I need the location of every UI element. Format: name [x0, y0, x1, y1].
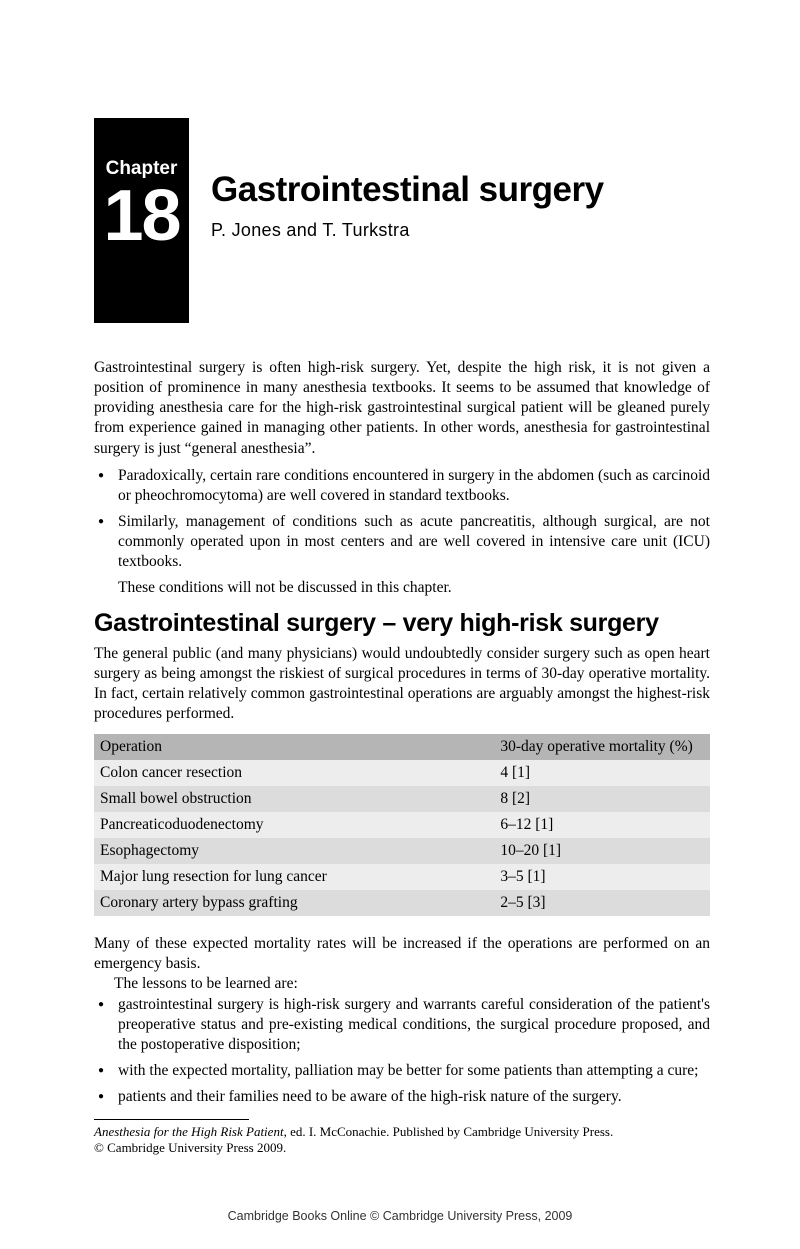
chapter-title-block: Gastrointestinal surgery P. Jones and T.…: [189, 118, 604, 241]
footnote-copyright: © Cambridge University Press 2009.: [94, 1140, 286, 1155]
table-cell: 2–5 [3]: [494, 890, 710, 916]
table-cell: 6–12 [1]: [494, 812, 710, 838]
footnote: Anesthesia for the High Risk Patient, ed…: [94, 1124, 710, 1157]
table-cell: Small bowel obstruction: [94, 786, 494, 812]
table-header-row: Operation 30-day operative mortality (%): [94, 734, 710, 760]
chapter-authors: P. Jones and T. Turkstra: [211, 220, 604, 241]
intro-bullet-list: Paradoxically, certain rare conditions e…: [94, 466, 710, 573]
list-item: Paradoxically, certain rare conditions e…: [94, 466, 710, 506]
footnote-rest: , ed. I. McConachie. Published by Cambri…: [284, 1124, 614, 1139]
table-row: Small bowel obstruction 8 [2]: [94, 786, 710, 812]
page-footer: Cambridge Books Online © Cambridge Unive…: [0, 1209, 800, 1223]
body-paragraph: The lessons to be learned are:: [94, 974, 710, 994]
table-cell: Esophagectomy: [94, 838, 494, 864]
table-cell: Colon cancer resection: [94, 760, 494, 786]
table-header-cell: Operation: [94, 734, 494, 760]
chapter-number-box: Chapter 18: [94, 118, 189, 323]
table-cell: Major lung resection for lung cancer: [94, 864, 494, 890]
list-item: Similarly, management of conditions such…: [94, 512, 710, 572]
table-cell: 10–20 [1]: [494, 838, 710, 864]
table-row: Major lung resection for lung cancer 3–5…: [94, 864, 710, 890]
footnote-rule: [94, 1119, 249, 1120]
chapter-title: Gastrointestinal surgery: [211, 170, 604, 210]
lessons-bullet-list: gastrointestinal surgery is high-risk su…: [94, 995, 710, 1108]
list-item: patients and their families need to be a…: [94, 1087, 710, 1107]
section-heading: Gastrointestinal surgery – very high-ris…: [94, 609, 710, 638]
table-row: Coronary artery bypass grafting 2–5 [3]: [94, 890, 710, 916]
table-row: Esophagectomy 10–20 [1]: [94, 838, 710, 864]
mortality-table: Operation 30-day operative mortality (%)…: [94, 734, 710, 916]
table-cell: 3–5 [1]: [494, 864, 710, 890]
chapter-number: 18: [102, 182, 181, 250]
table-cell: Pancreaticoduodenectomy: [94, 812, 494, 838]
table-row: Pancreaticoduodenectomy 6–12 [1]: [94, 812, 710, 838]
intro-paragraph: Gastrointestinal surgery is often high-r…: [94, 358, 710, 459]
list-item: gastrointestinal surgery is high-risk su…: [94, 995, 710, 1055]
table-header-cell: 30-day operative mortality (%): [494, 734, 710, 760]
body-paragraph: The general public (and many physicians)…: [94, 644, 710, 725]
table-cell: Coronary artery bypass grafting: [94, 890, 494, 916]
chapter-header: Chapter 18 Gastrointestinal surgery P. J…: [94, 118, 710, 323]
table-cell: 4 [1]: [494, 760, 710, 786]
footnote-title: Anesthesia for the High Risk Patient: [94, 1124, 284, 1139]
list-item: with the expected mortality, palliation …: [94, 1061, 710, 1081]
table-row: Colon cancer resection 4 [1]: [94, 760, 710, 786]
body-paragraph: Many of these expected mortality rates w…: [94, 934, 710, 974]
intro-closing-note: These conditions will not be discussed i…: [94, 578, 710, 598]
table-cell: 8 [2]: [494, 786, 710, 812]
